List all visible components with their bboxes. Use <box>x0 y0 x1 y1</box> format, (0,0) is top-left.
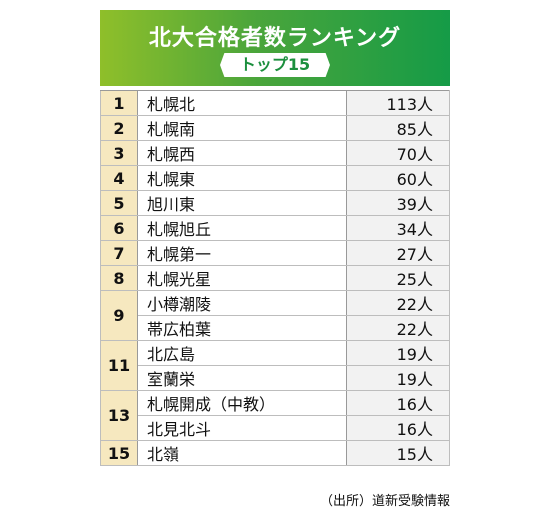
school-cell: 札幌光星 <box>137 265 347 291</box>
school-cell: 北嶺 <box>137 440 347 466</box>
count-cell: 22人 <box>346 315 450 341</box>
table-row: 9 小樽潮陵 22人 <box>100 290 450 341</box>
source-note: （出所）道新受験情報 <box>319 494 450 509</box>
rank-cell: 1 <box>100 90 138 116</box>
ranking-title: 北大合格者数ランキング <box>148 26 402 51</box>
count-cell: 70人 <box>346 140 450 166</box>
count-cell: 16人 <box>346 415 450 441</box>
ranking-header: 北大合格者数ランキング トップ15 <box>100 10 450 86</box>
count-cell: 60人 <box>346 165 450 191</box>
count-cell: 19人 <box>346 365 450 391</box>
ranking-table: 1 札幌北 113人 2 札幌南 85人 3 札幌西 70人 4 札幌東 60人… <box>100 90 450 466</box>
table-row: 11 北広島 19人 <box>100 340 450 391</box>
count-cell: 22人 <box>346 290 450 316</box>
table-row: 室蘭栄 19人 <box>101 365 450 391</box>
count-cell: 15人 <box>346 440 450 466</box>
table-row: 4 札幌東 60人 <box>100 165 450 191</box>
table-row: 8 札幌光星 25人 <box>100 265 450 291</box>
count-cell: 16人 <box>346 390 450 416</box>
table-row: 1 札幌北 113人 <box>100 90 450 116</box>
school-cell: 札幌開成（中教） <box>137 390 347 416</box>
count-cell: 19人 <box>346 340 450 366</box>
table-row: 7 札幌第一 27人 <box>100 240 450 266</box>
subtitle-ribbon: トップ15 <box>220 53 330 77</box>
rank-cell: 15 <box>100 440 138 466</box>
rank-cell: 8 <box>100 265 138 291</box>
school-cell: 旭川東 <box>137 190 347 216</box>
rank-cell: 3 <box>100 140 138 166</box>
count-cell: 85人 <box>346 115 450 141</box>
table-row: 6 札幌旭丘 34人 <box>100 215 450 241</box>
school-cell: 札幌南 <box>137 115 347 141</box>
rank-cell: 5 <box>100 190 138 216</box>
school-cell: 北見北斗 <box>137 415 347 441</box>
school-cell: 札幌北 <box>137 90 347 116</box>
rank-cell: 11 <box>100 340 138 391</box>
rank-cell: 13 <box>100 390 138 441</box>
count-cell: 39人 <box>346 190 450 216</box>
rank-cell: 7 <box>100 240 138 266</box>
table-row: 3 札幌西 70人 <box>100 140 450 166</box>
rank-cell: 2 <box>100 115 138 141</box>
school-cell: 小樽潮陵 <box>137 290 347 316</box>
count-cell: 27人 <box>346 240 450 266</box>
ranking-subtitle: トップ15 <box>220 53 330 77</box>
rank-cell: 4 <box>100 165 138 191</box>
rank-cell: 9 <box>100 290 138 341</box>
school-cell: 札幌西 <box>137 140 347 166</box>
table-row: 帯広柏葉 22人 <box>101 315 450 341</box>
count-cell: 34人 <box>346 215 450 241</box>
count-cell: 25人 <box>346 265 450 291</box>
school-cell: 札幌東 <box>137 165 347 191</box>
table-row: 北見北斗 16人 <box>101 415 450 441</box>
count-cell: 113人 <box>346 90 450 116</box>
school-cell: 札幌旭丘 <box>137 215 347 241</box>
school-cell: 札幌第一 <box>137 240 347 266</box>
school-cell: 室蘭栄 <box>137 365 347 391</box>
ranking-card: 北大合格者数ランキング トップ15 1 札幌北 113人 2 札幌南 85人 3… <box>100 10 450 466</box>
table-row: 13 札幌開成（中教） 16人 <box>100 390 450 441</box>
table-row: 2 札幌南 85人 <box>100 115 450 141</box>
school-cell: 北広島 <box>137 340 347 366</box>
school-cell: 帯広柏葉 <box>137 315 347 341</box>
rank-cell: 6 <box>100 215 138 241</box>
table-row: 5 旭川東 39人 <box>100 190 450 216</box>
table-row: 15 北嶺 15人 <box>100 440 450 466</box>
